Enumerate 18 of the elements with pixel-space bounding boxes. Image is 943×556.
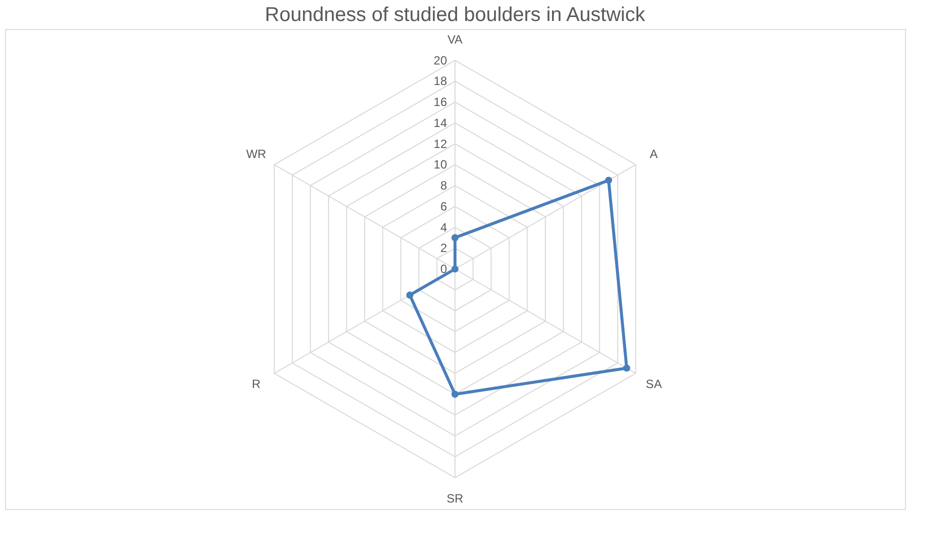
spoke-label: VA (447, 32, 463, 46)
y-tick-label: 10 (434, 158, 448, 172)
y-tick-label: 14 (434, 116, 448, 130)
chart-title: Roundness of studied boulders in Austwick (264, 4, 646, 26)
y-tick-label: 4 (440, 220, 448, 234)
spoke-label: A (650, 147, 658, 162)
y-tick-label: 16 (434, 95, 448, 110)
y-tick-label: 20 (434, 53, 448, 68)
spoke-label: WR (246, 147, 267, 162)
y-tick-label: 0 (440, 262, 448, 276)
y-tick-label: 8 (440, 178, 448, 193)
spoke-label: SR (446, 492, 464, 506)
spoke-label: R (252, 376, 261, 391)
y-tick-label: 18 (434, 74, 448, 88)
y-tick-label: 12 (434, 136, 448, 151)
spoke-label: SA (646, 376, 662, 391)
y-tick-label: 2 (440, 241, 448, 256)
y-tick-label: 6 (440, 199, 448, 214)
